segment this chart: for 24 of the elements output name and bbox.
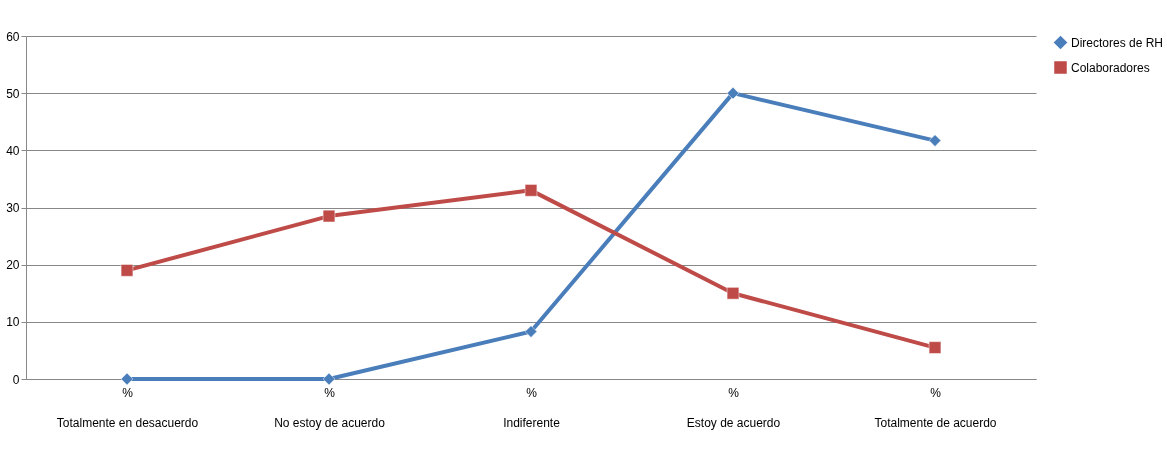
y-tick-label: 50 — [6, 86, 20, 101]
y-tick-label: 0 — [12, 372, 20, 387]
legend-label: Directores de RH — [1071, 35, 1164, 50]
y-tick-label: 60 — [6, 29, 20, 44]
point — [524, 184, 538, 197]
category-label: % Totalmente en desacuerdo — [56, 385, 199, 430]
category-label: % Totalmente de acuerdo — [874, 385, 997, 430]
y-tick-label: 30 — [6, 201, 20, 215]
y-tick-label: 40 — [6, 143, 20, 158]
point — [726, 87, 740, 100]
point — [928, 134, 942, 147]
y-tick-label: 20 — [6, 258, 20, 273]
point — [524, 325, 538, 338]
point — [120, 372, 134, 386]
category-label: % No estoy de acuerdo — [274, 385, 385, 430]
legend-label: Colaboradores — [1071, 60, 1150, 75]
point — [322, 372, 336, 386]
y-tick-label: 10 — [6, 315, 20, 330]
point — [322, 209, 336, 223]
point — [120, 264, 134, 277]
point — [726, 287, 740, 300]
point — [928, 341, 942, 354]
category-label: % Estoy de acuerdo — [686, 385, 781, 430]
category-label: % Indiferente — [503, 385, 560, 430]
